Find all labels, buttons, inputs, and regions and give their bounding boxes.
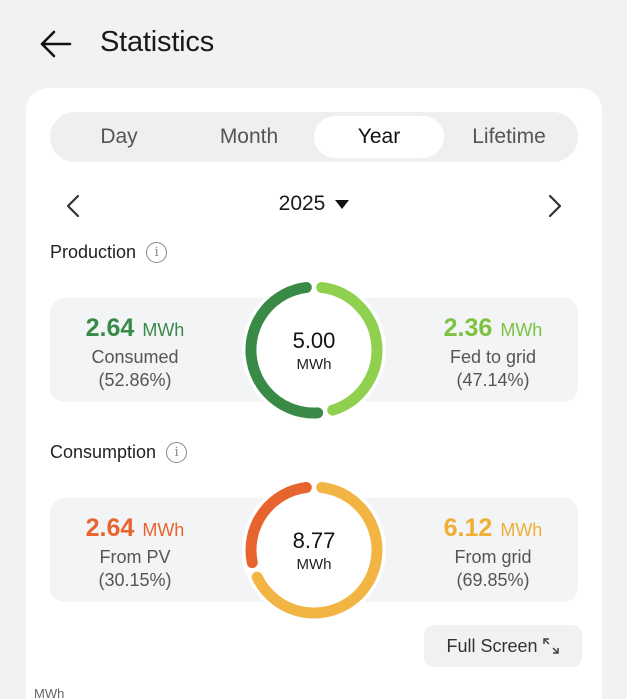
from-grid-percent: (69.85%) [456, 570, 530, 590]
fed-to-grid-percent: (47.14%) [456, 370, 530, 390]
full-screen-button[interactable]: Full Screen [424, 625, 582, 667]
expand-icon [542, 638, 559, 654]
back-button[interactable] [36, 26, 76, 62]
production-donut-chart: 5.00 MWh [240, 276, 388, 424]
from-grid-stat: 6.12 MWh From grid (69.85%) [408, 514, 578, 591]
production-section-title: Production i [50, 242, 168, 263]
consumption-section-title: Consumption i [50, 442, 188, 463]
fed-to-grid-arc [316, 281, 383, 416]
fed-to-grid-stat: 2.36 MWh Fed to grid (47.14%) [408, 314, 578, 391]
page-title: Statistics [100, 26, 215, 58]
period-tabs: Day Month Year Lifetime [50, 112, 578, 162]
consumption-total-unit: MWh [296, 555, 332, 573]
production-total-value: 5.00 [292, 327, 336, 353]
fed-to-grid-unit: MWh [500, 320, 543, 340]
production-label: Production [50, 242, 137, 262]
from-pv-percent: (30.15%) [98, 570, 172, 590]
from-pv-value: 2.64 [85, 514, 135, 542]
info-icon[interactable]: i [146, 242, 168, 263]
from-grid-value: 6.12 [443, 514, 493, 542]
fed-to-grid-value: 2.36 [443, 314, 493, 342]
consumed-unit: MWh [142, 320, 185, 340]
consumption-total-value: 8.77 [292, 527, 336, 553]
tab-day[interactable]: Day [100, 125, 138, 148]
tab-month[interactable]: Month [219, 125, 279, 148]
from-pv-label: From PV [99, 547, 171, 567]
from-pv-arc [245, 481, 312, 569]
statistics-card: Day Month Year Lifetime 2025 Production … [26, 88, 602, 699]
consumed-percent: (52.86%) [98, 370, 172, 390]
consumed-value: 2.64 [85, 314, 135, 342]
date-selector: 2025 [50, 188, 578, 224]
previous-period-button[interactable] [62, 192, 86, 220]
tab-year[interactable]: Year [314, 116, 444, 158]
arrow-left-icon [40, 30, 72, 58]
next-period-button[interactable] [542, 192, 566, 220]
chevron-right-icon [548, 194, 562, 218]
full-screen-label: Full Screen [446, 635, 538, 656]
tab-lifetime[interactable]: Lifetime [472, 125, 546, 148]
fed-to-grid-label: Fed to grid [449, 347, 537, 367]
production-total-unit: MWh [296, 355, 332, 373]
year-value: 2025 [278, 192, 326, 215]
from-pv-unit: MWh [142, 520, 185, 540]
header: Statistics [0, 0, 627, 88]
chart-axis-unit: MWh [34, 686, 65, 699]
from-pv-stat: 2.64 MWh From PV (30.15%) [50, 514, 220, 591]
consumption-label: Consumption [50, 442, 157, 462]
from-grid-label: From grid [454, 547, 532, 567]
chevron-left-icon [66, 194, 80, 218]
info-icon[interactable]: i [166, 442, 188, 463]
consumed-stat: 2.64 MWh Consumed (52.86%) [50, 314, 220, 391]
consumption-donut-chart: 8.77 MWh [240, 476, 388, 624]
from-grid-arc [251, 481, 383, 619]
year-dropdown[interactable]: 2025 [254, 192, 374, 216]
from-grid-unit: MWh [500, 520, 543, 540]
consumed-arc [245, 281, 324, 419]
consumed-label: Consumed [91, 347, 179, 367]
caret-down-icon [335, 199, 350, 209]
